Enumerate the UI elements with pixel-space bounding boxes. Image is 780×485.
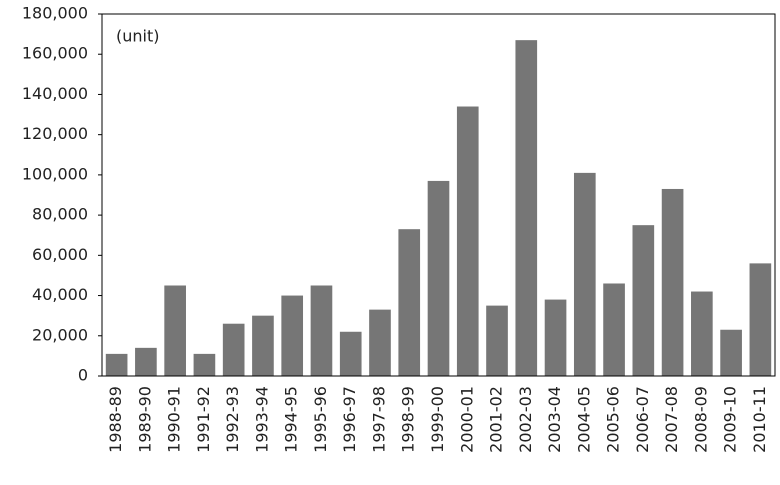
x-tick-label: 2005-06 — [604, 386, 623, 453]
bar — [398, 229, 421, 376]
y-tick-label: 0 — [78, 366, 88, 385]
y-tick-label: 80,000 — [32, 205, 88, 224]
x-tick-label: 1997-98 — [369, 386, 388, 453]
x-tick-label: 2004-05 — [574, 386, 593, 453]
bar — [281, 295, 304, 376]
x-tick-label: 1994-95 — [282, 386, 301, 453]
x-tick-label: 1998-99 — [399, 386, 418, 453]
x-tick-label: 1992-93 — [223, 386, 242, 453]
bar — [369, 309, 391, 376]
x-tick-label: 1999-00 — [428, 386, 447, 453]
plot-frame — [101, 13, 776, 377]
x-tick-label: 2000-01 — [457, 386, 476, 453]
x-tick-label: 2002-03 — [516, 386, 535, 453]
annotation: (unit) — [116, 27, 159, 46]
x-tick-label: 1991-92 — [194, 386, 213, 453]
bar — [164, 285, 186, 376]
y-tick-label: 20,000 — [32, 325, 88, 344]
bar — [252, 315, 274, 376]
x-tick-label: 2006-07 — [633, 386, 652, 453]
bar — [193, 353, 216, 376]
bar — [691, 291, 713, 376]
y-tick-label: 40,000 — [32, 285, 88, 304]
bar — [310, 285, 333, 376]
bar — [222, 323, 245, 376]
x-tick-label: 2008-09 — [691, 386, 710, 453]
y-tick-label: 140,000 — [22, 84, 88, 103]
x-tick-label: 2007-08 — [662, 386, 681, 453]
x-tick-label: 1993-94 — [252, 386, 271, 453]
x-tick-label: 1989-90 — [135, 386, 154, 453]
bar — [661, 188, 684, 376]
y-tick-label: 120,000 — [22, 124, 88, 143]
bar — [573, 172, 596, 376]
bar — [720, 329, 742, 376]
y-tick-label: 60,000 — [32, 245, 88, 264]
bar — [544, 299, 567, 376]
x-tick-label: 1988-89 — [106, 386, 125, 453]
x-tick-label: 2003-04 — [545, 386, 564, 453]
bar — [749, 263, 772, 376]
x-tick-label: 2001-02 — [487, 386, 506, 453]
x-tick-label: 1990-91 — [165, 386, 184, 453]
y-tick-label: 160,000 — [22, 44, 88, 63]
x-tick-label: 1996-97 — [340, 386, 359, 453]
bar — [105, 353, 128, 376]
bar — [456, 106, 479, 376]
bar — [339, 331, 362, 376]
bar — [632, 225, 655, 376]
x-tick-label: 2009-10 — [721, 386, 740, 453]
x-tick-label: 2010-11 — [750, 386, 769, 453]
bar — [603, 283, 625, 376]
bar — [427, 180, 450, 376]
bar — [135, 347, 157, 376]
y-tick-label: 100,000 — [22, 164, 88, 183]
bar — [486, 305, 508, 376]
bar — [515, 40, 538, 377]
y-tick-label: 180,000 — [22, 4, 88, 23]
x-tick-label: 1995-96 — [311, 386, 330, 453]
